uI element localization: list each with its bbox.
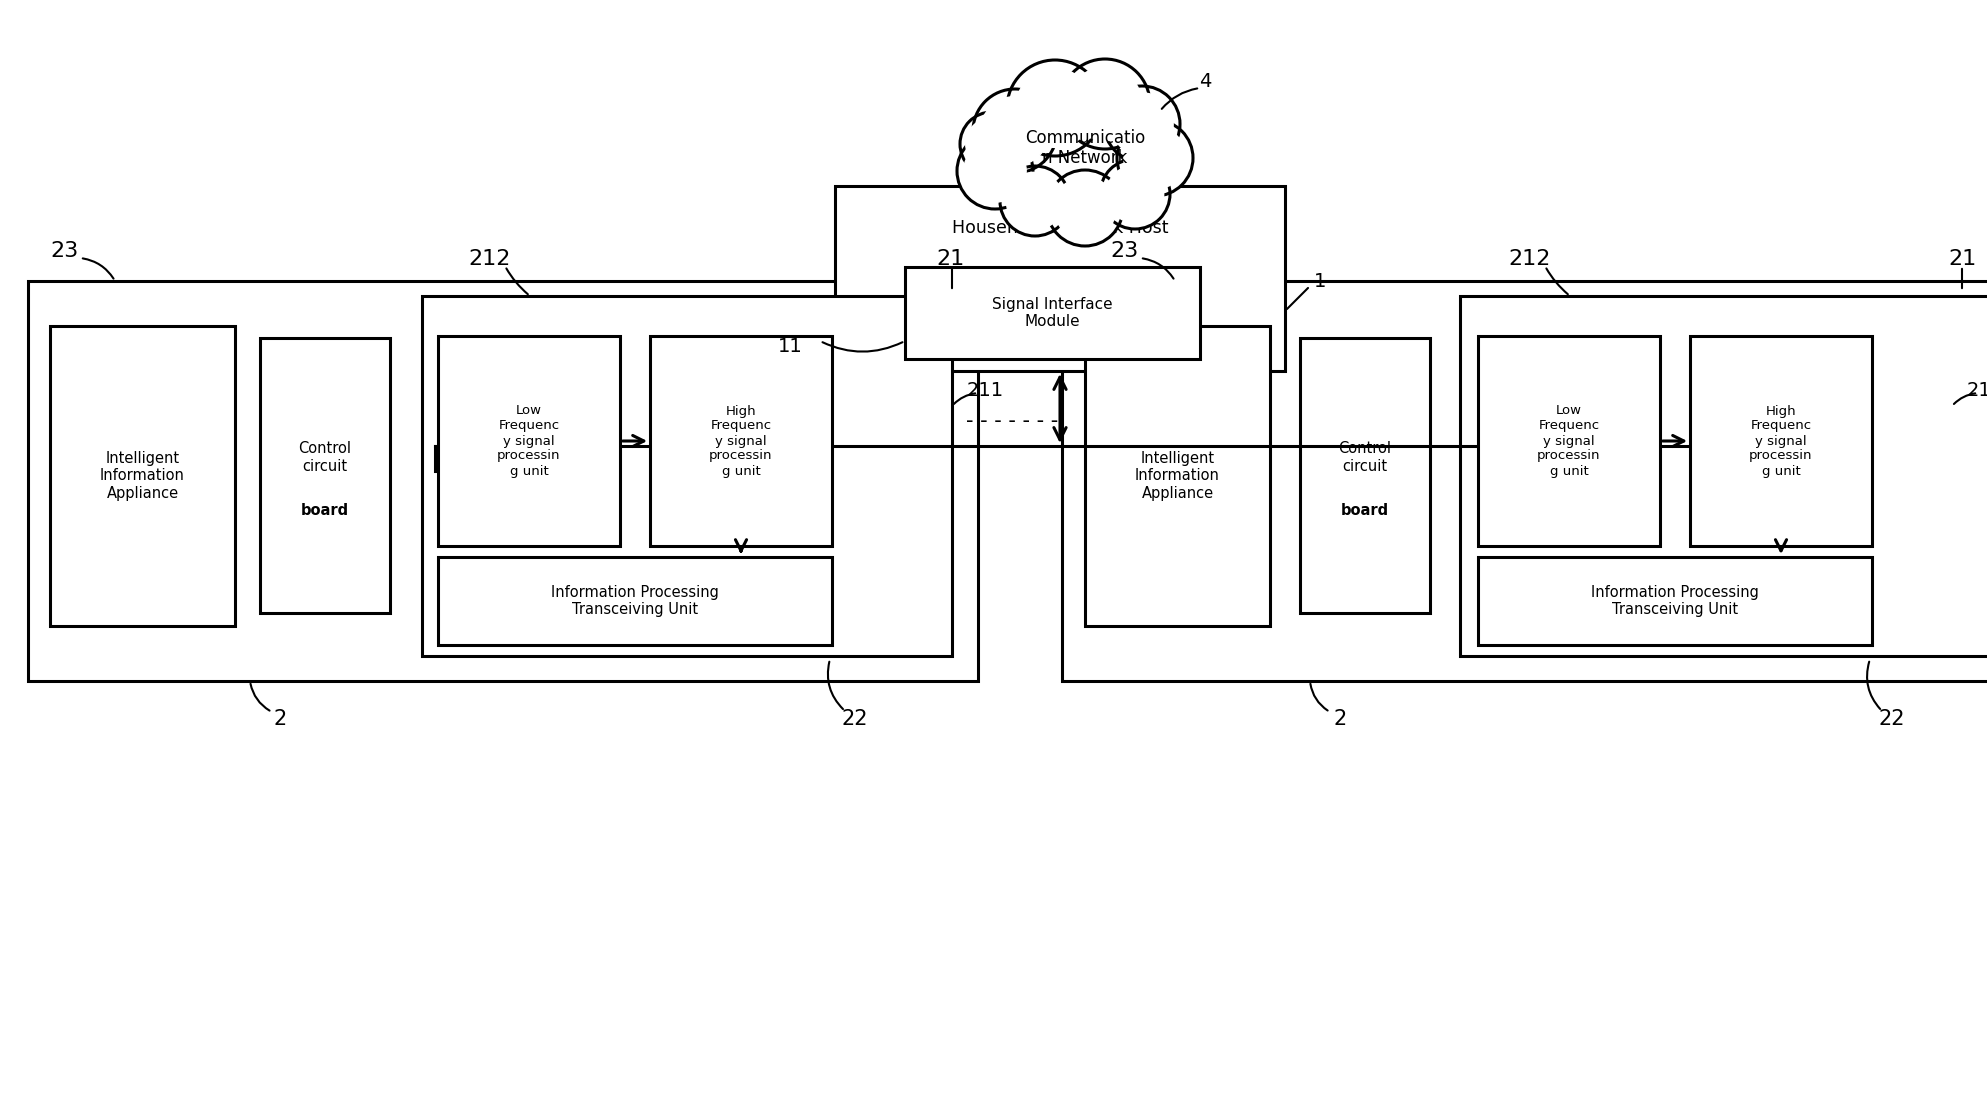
Text: 4: 4 — [1198, 72, 1212, 90]
Circle shape — [966, 118, 1017, 171]
FancyBboxPatch shape — [1460, 296, 1987, 656]
Circle shape — [1053, 177, 1117, 239]
Text: board: board — [300, 503, 350, 517]
Circle shape — [1107, 165, 1164, 222]
Text: - - - - - - -: - - - - - - - — [966, 411, 1059, 430]
Circle shape — [1117, 120, 1192, 196]
Text: Intelligent
Information
Appliance: Intelligent Information Appliance — [99, 451, 185, 501]
Text: 23: 23 — [52, 241, 79, 261]
Text: 22: 22 — [842, 709, 868, 729]
FancyBboxPatch shape — [835, 186, 1286, 371]
Circle shape — [1125, 127, 1186, 189]
Circle shape — [974, 89, 1057, 173]
FancyBboxPatch shape — [437, 336, 620, 546]
FancyBboxPatch shape — [1299, 338, 1431, 613]
Circle shape — [964, 140, 1025, 203]
FancyBboxPatch shape — [904, 268, 1200, 359]
FancyBboxPatch shape — [1061, 281, 1987, 682]
Circle shape — [1069, 67, 1143, 141]
Text: 22: 22 — [1880, 709, 1906, 729]
Text: Control
circuit: Control circuit — [298, 442, 352, 473]
Text: 2: 2 — [1333, 709, 1347, 729]
Circle shape — [1015, 68, 1095, 148]
Text: Signal Interface
Module: Signal Interface Module — [992, 297, 1113, 329]
Circle shape — [1007, 59, 1103, 156]
Text: Intelligent
Information
Appliance: Intelligent Information Appliance — [1135, 451, 1220, 501]
Circle shape — [960, 112, 1023, 176]
Text: High
Frequenc
y signal
processin
g unit: High Frequenc y signal processin g unit — [709, 404, 773, 478]
Text: 212: 212 — [1508, 249, 1552, 269]
Text: 11: 11 — [777, 337, 803, 356]
Text: Household Network Host: Household Network Host — [952, 219, 1168, 237]
Text: board: board — [1341, 503, 1389, 517]
Text: Communicatio
n Network: Communicatio n Network — [1025, 129, 1145, 167]
Circle shape — [958, 133, 1033, 209]
FancyBboxPatch shape — [437, 557, 833, 645]
Circle shape — [1101, 159, 1170, 229]
Text: 212: 212 — [469, 249, 511, 269]
Circle shape — [1111, 92, 1172, 155]
FancyBboxPatch shape — [1085, 326, 1270, 626]
Text: 211: 211 — [966, 382, 1003, 401]
Circle shape — [1047, 170, 1123, 246]
Text: Information Processing
Transceiving Unit: Information Processing Transceiving Unit — [1592, 585, 1758, 618]
FancyBboxPatch shape — [650, 336, 833, 546]
Text: Information Processing
Transceiving Unit: Information Processing Transceiving Unit — [550, 585, 719, 618]
Circle shape — [1105, 86, 1180, 162]
FancyBboxPatch shape — [421, 296, 952, 656]
FancyBboxPatch shape — [50, 326, 234, 626]
Text: 21: 21 — [1947, 249, 1977, 269]
Text: Low
Frequenc
y signal
processin
g unit: Low Frequenc y signal processin g unit — [1538, 404, 1602, 478]
Text: 23: 23 — [1111, 241, 1139, 261]
FancyBboxPatch shape — [1478, 336, 1659, 546]
FancyBboxPatch shape — [260, 338, 389, 613]
FancyBboxPatch shape — [1691, 336, 1872, 546]
Text: 21: 21 — [936, 249, 964, 269]
Circle shape — [980, 97, 1049, 165]
FancyBboxPatch shape — [1478, 557, 1872, 645]
Text: 2: 2 — [274, 709, 286, 729]
Text: Control
circuit: Control circuit — [1339, 442, 1391, 473]
Text: 1: 1 — [1313, 272, 1325, 291]
Text: High
Frequenc
y signal
processin
g unit: High Frequenc y signal processin g unit — [1749, 404, 1812, 478]
Circle shape — [1059, 59, 1150, 149]
Circle shape — [999, 166, 1071, 236]
Text: 211: 211 — [1967, 382, 1987, 401]
FancyBboxPatch shape — [28, 281, 978, 682]
Text: Low
Frequenc
y signal
processin
g unit: Low Frequenc y signal processin g unit — [497, 404, 560, 478]
Circle shape — [1005, 172, 1063, 230]
